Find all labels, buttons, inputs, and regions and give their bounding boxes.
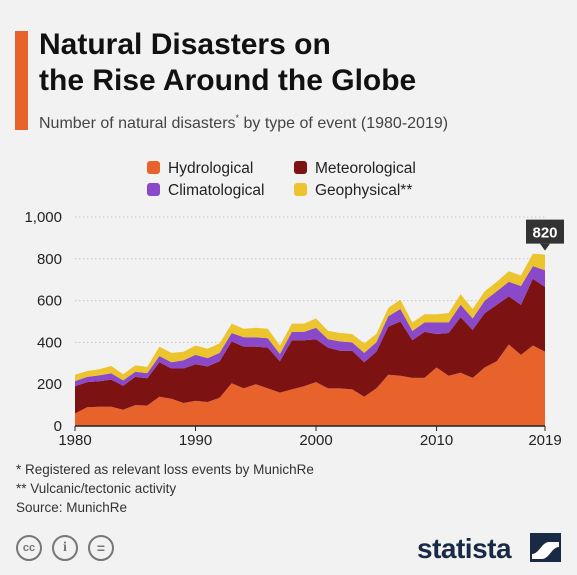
x-tick-label: 1980 [58,432,91,449]
series-area-climatological [75,266,545,387]
legend-swatch-geophysical [294,183,307,196]
y-tick-label: 200 [37,376,62,393]
statista-logo-text[interactable]: statista [417,533,512,564]
legend-swatch-climatological [147,183,160,196]
chart-legend: Hydrological Meteorological Climatologic… [0,156,577,204]
series-area-hydrological [75,344,545,426]
subtitle: Number of natural disasters* by type of … [39,113,448,133]
legend-label-meteorological: Meteorological [315,160,416,177]
x-tick-label: 2010 [420,432,453,449]
total-callout-box [526,219,564,244]
legend-swatch-meteorological [294,161,307,174]
series-area-meteorological [75,278,545,414]
footnote-geophysical: ** Vulcanic/tectonic activity [16,481,177,496]
statista-wave-icon [532,542,559,559]
page-title: Natural Disasters on the Rise Around the… [39,27,559,99]
stacked-area-chart: 0 200 400 600 800 1,000 1980 1990 2000 2010 2019 82… [24,209,564,449]
legend-item-geophysical: Geophysical** [294,182,412,200]
subtitle-footnote-mark: * [235,113,240,123]
legend-swatch-hydrological [147,161,160,174]
y-tick-label: 400 [37,334,62,351]
source-note: Source: MunichRe [16,500,128,515]
attribution-icon[interactable]: i [52,535,78,561]
legend-item-hydrological: Hydrological [147,160,253,178]
no-derivatives-icon[interactable]: = [88,535,114,561]
statista-logo-mark-icon [530,533,561,562]
legend-item-meteorological: Meteorological [294,160,416,178]
title-line-2: the Rise Around the Globe [39,64,417,97]
legend-label-geophysical: Geophysical [315,182,401,199]
total-callout-pointer [540,243,550,251]
x-tick-label: 2000 [299,432,332,449]
y-tick-label: 1,000 [24,209,62,226]
legend-label-climatological: Climatological [168,182,265,199]
y-tick-label: 0 [54,418,62,435]
footnote-relevant-loss-events: * Registered as relevant loss events by … [16,462,314,477]
subtitle-rest: by type of event (1980-2019) [239,115,449,132]
title-line-1: Natural Disasters on [39,28,331,61]
y-tick-label: 600 [37,293,62,310]
subtitle-main: Number of natural disasters [39,115,236,132]
y-tick-label: 800 [37,251,62,268]
title-accent-bar [15,31,28,130]
footnotes: * Registered as relevant loss events by … [16,460,314,517]
x-tick-label: 2019 [528,432,561,449]
creative-commons-icon[interactable]: cc [16,535,42,561]
legend-item-climatological: Climatological [147,182,264,200]
total-callout-label: 820 [532,225,557,242]
series-area-geophysical [75,253,545,382]
legend-label-hydrological: Hydrological [168,160,254,177]
x-tick-label: 1990 [179,432,212,449]
